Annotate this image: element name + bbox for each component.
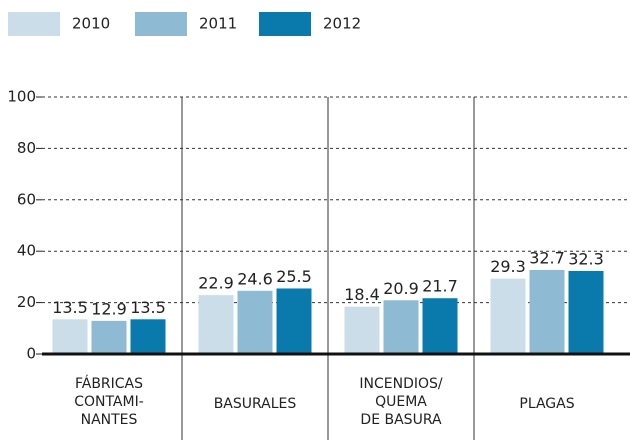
value-label: 32.3: [568, 249, 604, 268]
x-tick-label: BASURALES: [214, 396, 297, 412]
y-tick-label: 20: [17, 293, 36, 311]
x-tick-label-line: DE BASURA: [360, 412, 442, 428]
legend-label: 2010: [72, 15, 110, 33]
y-tick-label: 0: [26, 345, 36, 363]
bar: [198, 295, 234, 354]
legend-label: 2012: [323, 15, 361, 33]
x-tick-label-line: CONTAMI-: [74, 394, 144, 410]
x-tick-label-line: INCENDIOS/: [359, 376, 443, 392]
legend-swatch: [259, 12, 311, 36]
bar: [529, 269, 565, 354]
bar: [383, 300, 419, 354]
y-tick-label: 60: [17, 190, 36, 208]
y-tick-label: 80: [17, 139, 36, 157]
value-label: 21.7: [422, 277, 458, 296]
x-tick-label-line: QUEMA: [375, 394, 427, 410]
value-label: 32.7: [529, 248, 565, 267]
legend-swatch: [8, 12, 60, 36]
bar: [344, 306, 380, 354]
bar: [276, 288, 312, 354]
bar: [130, 319, 166, 354]
bar: [237, 290, 273, 354]
legend-swatch: [135, 12, 187, 36]
value-label: 13.5: [130, 298, 166, 317]
value-label: 18.4: [344, 285, 380, 304]
value-label: 25.5: [276, 267, 312, 286]
x-tick-label-line: PLAGAS: [519, 396, 574, 412]
x-tick-label-line: BASURALES: [214, 396, 297, 412]
value-label: 12.9: [91, 299, 127, 318]
legend-label: 2011: [199, 15, 237, 33]
value-label: 24.6: [237, 269, 273, 288]
x-tick-label-line: FÁBRICAS: [75, 375, 143, 392]
y-tick-label: 40: [17, 242, 36, 260]
x-tick-label: PLAGAS: [519, 396, 574, 412]
value-label: 13.5: [52, 298, 88, 317]
value-label: 20.9: [383, 279, 419, 298]
y-tick-label: 100: [7, 88, 36, 106]
value-label: 29.3: [490, 257, 526, 276]
bar: [52, 319, 88, 354]
x-tick-label: INCENDIOS/QUEMA DE BASURA: [359, 376, 443, 428]
bar: [568, 270, 604, 354]
x-tick-label: FÁBRICAS CONTAMI- NANTES: [74, 375, 144, 428]
x-tick-label-line: NANTES: [81, 412, 138, 428]
bar: [422, 298, 458, 354]
bar: [91, 320, 127, 354]
bar: [490, 278, 526, 354]
value-label: 22.9: [198, 274, 234, 293]
